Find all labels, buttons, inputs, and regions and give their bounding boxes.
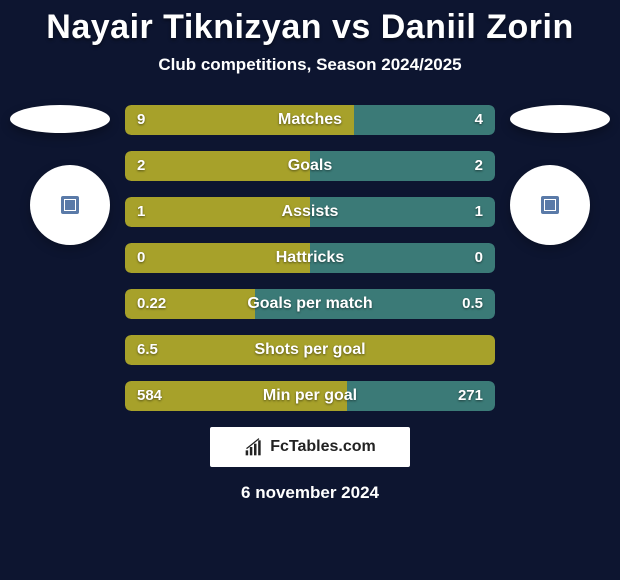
stat-bar-right <box>310 151 495 181</box>
player-photo-right <box>510 105 610 133</box>
stat-bar-left <box>125 197 310 227</box>
footer-date: 6 november 2024 <box>10 483 610 503</box>
comparison-subtitle: Club competitions, Season 2024/2025 <box>0 55 620 75</box>
club-badge-right <box>510 165 590 245</box>
stat-bars-group: Matches94 Goals22 Assists11 Hattricks00 Goal… <box>125 105 495 411</box>
placeholder-badge-icon <box>541 196 559 214</box>
stat-bar-left <box>125 381 347 411</box>
stat-bar-left <box>125 289 255 319</box>
stat-row: Hattricks00 <box>125 243 495 273</box>
player-photo-left <box>10 105 110 133</box>
stat-bar-left <box>125 105 354 135</box>
source-logo-text: FcTables.com <box>270 438 376 456</box>
stat-bar-left <box>125 335 495 365</box>
stat-bar-right <box>310 197 495 227</box>
stat-bar-right <box>347 381 495 411</box>
source-logo-box: FcTables.com <box>210 427 410 467</box>
club-badge-left <box>30 165 110 245</box>
stat-bar-right <box>310 243 495 273</box>
comparison-title: Nayair Tiknizyan vs Daniil Zorin <box>0 0 620 47</box>
stat-row: Assists11 <box>125 197 495 227</box>
placeholder-badge-icon <box>61 196 79 214</box>
content-area: Matches94 Goals22 Assists11 Hattricks00 Goal… <box>0 105 620 503</box>
stat-row: Matches94 <box>125 105 495 135</box>
stat-row: Goals per match0.220.5 <box>125 289 495 319</box>
stat-bar-left <box>125 243 310 273</box>
fctables-logo-icon <box>244 437 264 457</box>
stat-row: Shots per goal6.5 <box>125 335 495 365</box>
stat-row: Goals22 <box>125 151 495 181</box>
stat-bar-right <box>255 289 496 319</box>
comparison-infographic: Nayair Tiknizyan vs Daniil Zorin Club co… <box>0 0 620 580</box>
stat-bar-left <box>125 151 310 181</box>
stat-bar-right <box>354 105 495 135</box>
stat-row: Min per goal584271 <box>125 381 495 411</box>
